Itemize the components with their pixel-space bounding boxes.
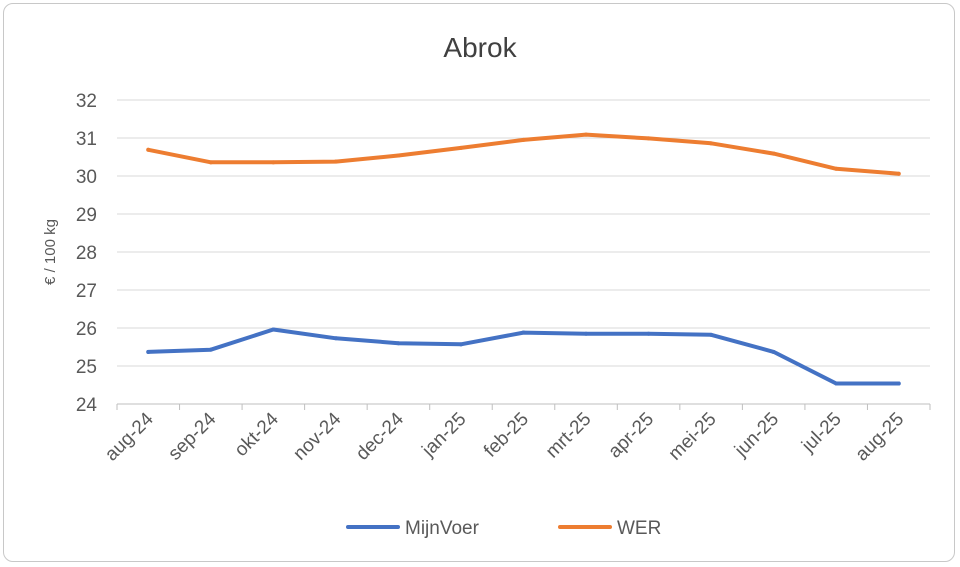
x-tick-label: feb-25	[480, 409, 533, 462]
y-tick-label: 27	[76, 281, 97, 302]
chart-title: Abrok	[443, 32, 517, 63]
data-point-wer	[521, 137, 526, 142]
data-point-mijnvoer	[271, 327, 276, 332]
y-tick-label: 31	[76, 129, 97, 150]
data-point-wer	[646, 136, 651, 141]
x-tick-label: aug-25	[852, 409, 909, 466]
data-point-mijnvoer	[208, 347, 213, 352]
data-point-mijnvoer	[646, 331, 651, 336]
x-tick-label: jun-25	[730, 409, 783, 462]
data-point-mijnvoer	[709, 332, 714, 337]
x-tick-label: aug-24	[101, 408, 158, 465]
legend-label: MijnVoer	[405, 518, 480, 539]
series-lines	[146, 132, 901, 386]
legend: MijnVoer WER	[346, 518, 661, 539]
data-point-wer	[584, 132, 589, 137]
x-axis	[116, 403, 931, 410]
y-tick-labels: 24 25 26 27 28 29 30 31 32	[76, 91, 98, 416]
data-point-wer	[896, 171, 901, 176]
x-tick-labels: aug-24 sep-24 okt-24 nov-24 dec-24 jan-25 feb-…	[101, 408, 908, 465]
x-tick-label: apr-25	[604, 409, 658, 463]
data-point-mijnvoer	[584, 331, 589, 336]
data-point-wer	[396, 153, 401, 158]
chart-frame	[3, 3, 955, 562]
y-tick-label: 24	[76, 395, 98, 416]
data-point-mijnvoer	[146, 349, 151, 354]
y-tick-label: 26	[76, 319, 97, 340]
data-point-wer	[333, 159, 338, 164]
data-point-wer	[709, 141, 714, 146]
data-point-mijnvoer	[396, 341, 401, 346]
y-tick-label: 29	[76, 205, 97, 226]
data-point-wer	[458, 145, 463, 150]
x-tick-label: sep-24	[164, 408, 220, 464]
data-point-wer	[146, 147, 151, 152]
y-tick-label: 28	[76, 243, 97, 264]
y-tick-label: 30	[76, 167, 97, 188]
series-line-mijnvoer	[146, 327, 901, 386]
data-point-wer	[771, 151, 776, 156]
y-tick-label: 25	[76, 357, 97, 378]
y-axis-label: € / 100 kg	[42, 219, 59, 285]
data-point-mijnvoer	[896, 381, 901, 386]
data-point-mijnvoer	[333, 336, 338, 341]
data-point-mijnvoer	[834, 381, 839, 386]
x-tick-label: jul-25	[797, 409, 845, 457]
data-point-mijnvoer	[458, 342, 463, 347]
x-tick-label: nov-24	[289, 408, 345, 464]
x-tick-label: okt-24	[231, 408, 283, 460]
legend-label: WER	[617, 518, 661, 539]
data-point-mijnvoer	[521, 330, 526, 335]
data-point-wer	[208, 160, 213, 165]
x-tick-label: dec-24	[352, 408, 408, 464]
data-point-wer	[834, 166, 839, 171]
x-tick-label: mrt-25	[542, 409, 596, 463]
data-point-mijnvoer	[771, 349, 776, 354]
y-tick-label: 32	[76, 91, 97, 112]
x-tick-label: jan-25	[418, 409, 471, 462]
gridlines	[117, 99, 930, 367]
data-point-wer	[271, 160, 276, 165]
x-tick-label: mei-25	[665, 409, 721, 465]
